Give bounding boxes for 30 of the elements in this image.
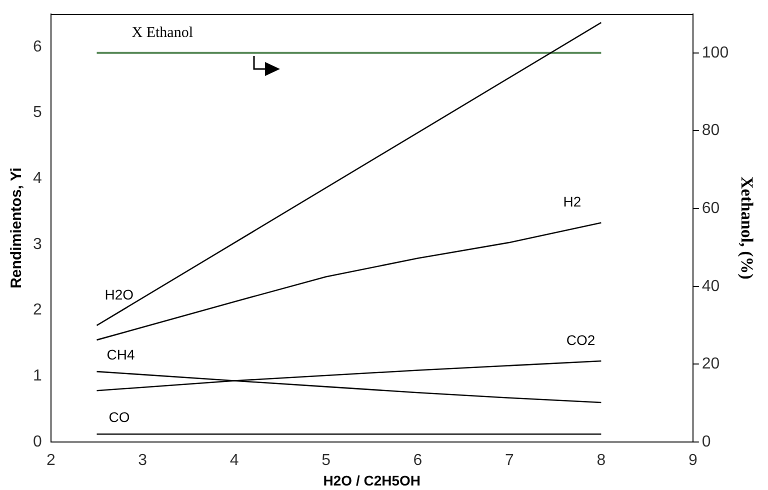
x-tick-label: 5	[322, 452, 331, 470]
x-tick-label: 4	[230, 452, 239, 470]
series-label: X Ethanol	[132, 24, 194, 41]
y2-tick-label: 20	[702, 356, 720, 373]
x-tick-label: 2	[46, 452, 56, 470]
y2-tick-label: 80	[702, 122, 720, 140]
y-tick-label: 2	[32, 302, 42, 319]
y-tick-label: 1	[32, 368, 42, 385]
series-label: CO	[108, 409, 130, 426]
x-tick-label: 9	[688, 452, 698, 470]
x-tick-label: 6	[413, 452, 422, 470]
y2-tick-label: 0	[702, 433, 711, 450]
x-axis-title: H2O / C2H5OH	[323, 472, 421, 488]
y2-tick-label: 100	[702, 44, 729, 62]
y2-tick-label: 40	[702, 278, 720, 295]
y-tick-label: 5	[32, 104, 42, 122]
y-axis-title: Rendimientos, Yi	[8, 168, 26, 288]
y-tick-label: 6	[32, 38, 42, 56]
y2-tick-label: 60	[702, 200, 720, 217]
series-label: CH4	[106, 346, 135, 363]
x-tick-label: 3	[138, 452, 148, 470]
y2-axis-title: Xethanol, (%)	[737, 176, 756, 280]
y-tick-label: 0	[32, 433, 42, 450]
series-label: CO2	[566, 332, 596, 348]
y-tick-label: 3	[32, 236, 42, 253]
y-tick-label: 4	[32, 170, 42, 188]
series-label: H2O	[104, 286, 134, 302]
x-tick-label: 7	[505, 452, 514, 470]
x-tick-label: 8	[596, 452, 606, 470]
series-label: H2	[563, 194, 582, 210]
